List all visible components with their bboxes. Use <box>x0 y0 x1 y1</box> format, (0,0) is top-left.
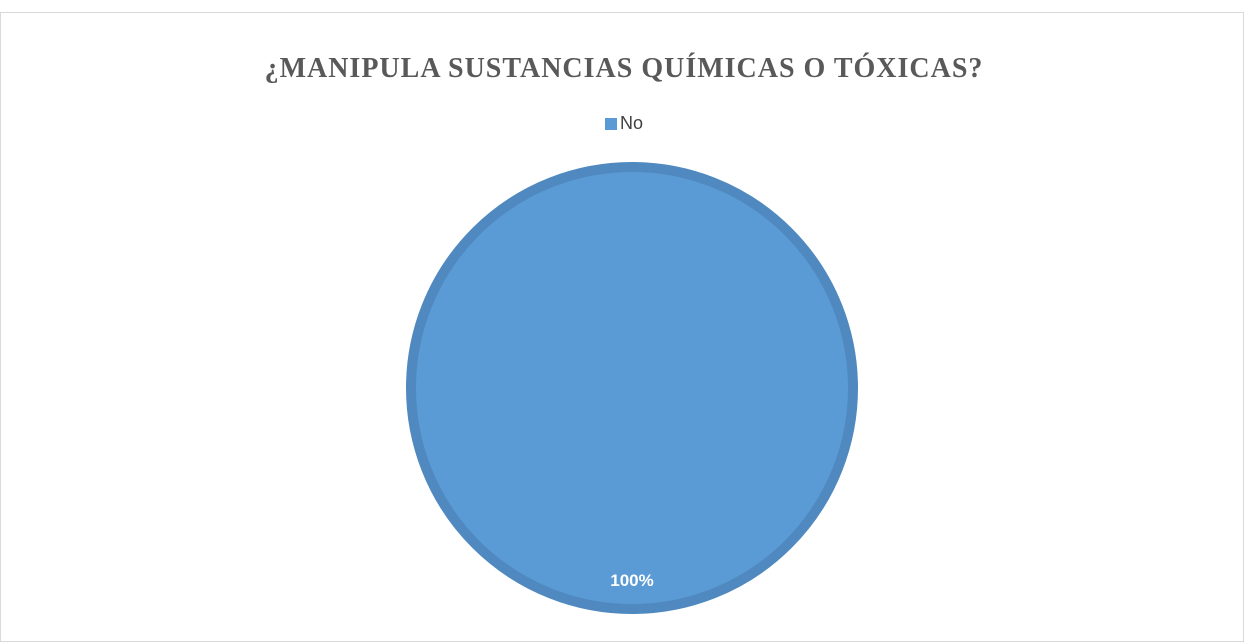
legend-swatch-no <box>604 117 617 130</box>
chart-legend: No <box>1 113 1246 134</box>
data-label-no: 100% <box>610 571 653 590</box>
legend-label-no: No <box>619 113 643 133</box>
pie-slice-no <box>406 162 858 614</box>
chart-title: ¿MANIPULA SUSTANCIAS QUÍMICAS O TÓXICAS? <box>264 53 984 84</box>
pie-chart: 100% <box>406 162 858 614</box>
chart-frame: ¿MANIPULA SUSTANCIAS QUÍMICAS O TÓXICAS?… <box>0 12 1244 642</box>
legend-item-no: No <box>604 113 643 134</box>
